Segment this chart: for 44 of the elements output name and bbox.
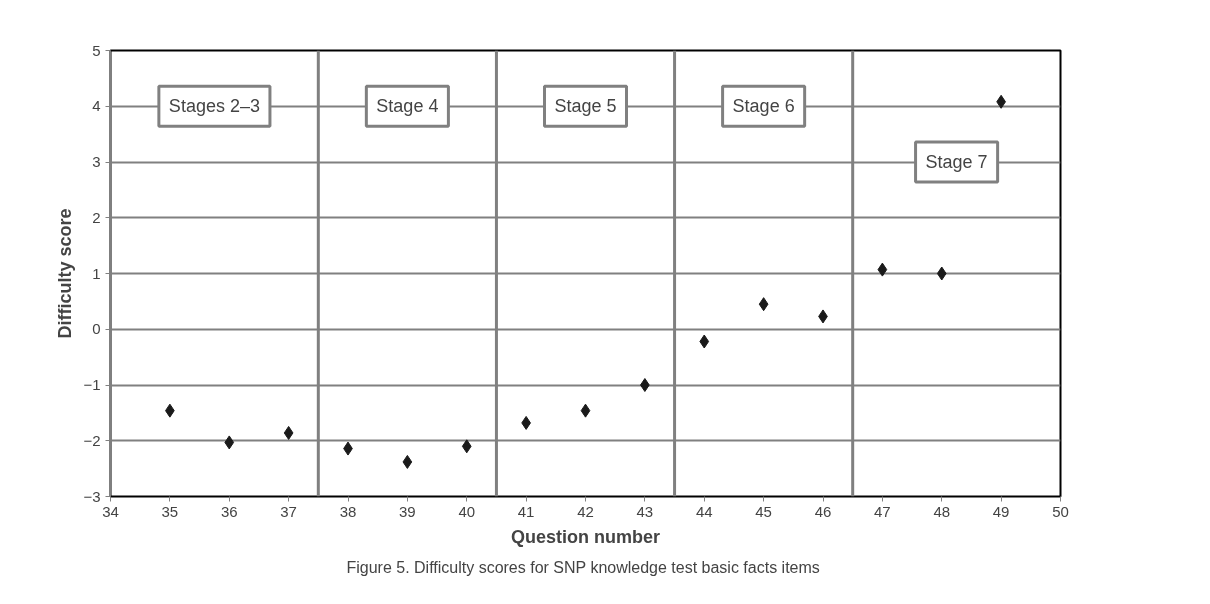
y-tick-label: 1 [92,264,101,282]
annotation: Stage 7 [925,152,988,172]
annotation: Stage 6 [732,96,795,117]
point [877,262,888,277]
y-tick-label: 3 [92,153,101,170]
y-tick-label: 5 [92,41,101,59]
x-tick-label: 42 [577,502,594,520]
y-tick-label: 2 [92,208,101,226]
x-tick-label: 41 [517,502,535,520]
annotation: Stages 2–3 [168,96,260,117]
x-tick-label: 50 [1052,502,1069,520]
point [699,334,710,349]
y-axis-title: Difficulty score [55,208,76,339]
x-tick-label: 37 [280,502,297,520]
y-tick-label: −1 [83,376,101,393]
point [758,297,769,312]
y-tick-label: −3 [83,487,101,505]
x-tick-label: 46 [814,502,832,520]
x-tick-label: 48 [933,502,951,520]
x-tick-label: 35 [161,502,179,520]
point [283,425,294,440]
x-tick-label: 43 [636,502,654,520]
y-tick-label: 4 [92,97,101,115]
x-tick-label: 40 [458,502,476,520]
point [640,378,650,392]
y-tick-label: 0 [92,320,101,338]
x-tick-label: 39 [399,502,416,520]
x-tick-label: 47 [874,502,891,520]
x-tick-label: 34 [102,502,119,520]
caption: Figure 5. Difficulty scores for SNP knowledge test basic facts items [346,558,820,576]
annotation: Stage 5 [554,96,617,117]
x-tick-label: 38 [339,502,357,520]
annotation: Stage 4 [376,96,439,117]
x-tick-label: 45 [755,502,772,520]
point [580,403,591,418]
point [461,439,472,454]
x-axis-title: Question number [511,526,661,547]
y-tick-label: −2 [83,431,101,449]
point [224,435,235,450]
point [936,266,947,281]
point [402,454,413,469]
x-tick-label: 44 [695,502,713,520]
x-tick-label: 49 [992,502,1010,520]
x-tick-label: 36 [220,502,238,520]
